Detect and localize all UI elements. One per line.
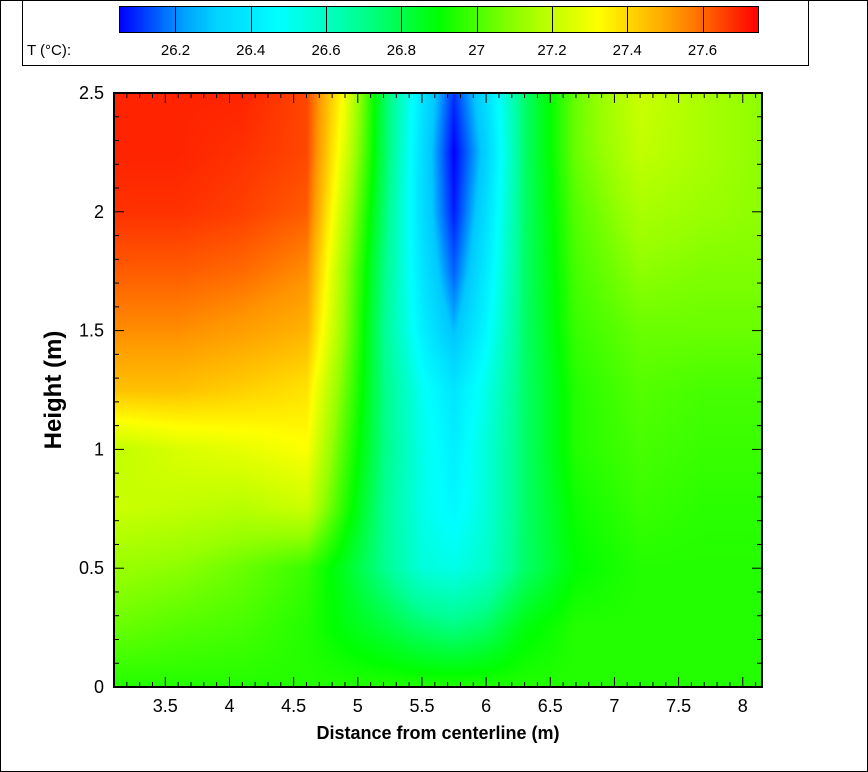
x-tick-label: 4 xyxy=(224,696,234,716)
colorbar-divider xyxy=(326,7,328,32)
plot-border xyxy=(113,92,763,688)
x-axis: 3.5 4 4.5 5 5.5 6 6.5 7 7.5 8 xyxy=(113,93,757,716)
y-tick-label: 0 xyxy=(94,677,104,697)
x-tick-label: 8 xyxy=(738,696,748,716)
colorbar-tick-label: 27.4 xyxy=(612,42,642,59)
colorbar-divider xyxy=(476,7,478,32)
colorbar-tick-label: 27.2 xyxy=(537,42,567,59)
colorbar-tick-label: 27 xyxy=(468,42,485,59)
x-tick-label: 4.5 xyxy=(281,696,306,716)
x-tick-label: 7.5 xyxy=(666,696,691,716)
colorbar-divider xyxy=(250,7,252,32)
x-tick-label: 5 xyxy=(353,696,363,716)
colorbar-tick-label: 26.4 xyxy=(236,42,266,59)
x-tick-label: 5.5 xyxy=(409,696,434,716)
y-axis-title: Height (m) xyxy=(40,331,67,450)
colorbar-tick-label: 27.6 xyxy=(687,42,718,59)
colorbar-tick-label: 26.8 xyxy=(386,42,416,59)
colorbar xyxy=(119,6,759,33)
x-tick-label: 6.5 xyxy=(538,696,563,716)
colorbar-tick-label: 26.2 xyxy=(160,42,191,59)
y-tick-label: 1.5 xyxy=(79,321,104,341)
colorbar-divider xyxy=(627,7,629,32)
colorbar-title: T (°C): xyxy=(27,42,72,59)
y-axis: 0 0.5 1 1.5 2 2.5 xyxy=(79,83,762,697)
colorbar-divider xyxy=(551,7,553,32)
y-tick-label: 0.5 xyxy=(79,558,104,578)
heatmap-field xyxy=(114,93,762,687)
x-tick-label: 7 xyxy=(609,696,619,716)
y-tick-label: 2.5 xyxy=(79,83,104,103)
x-axis-title: Distance from centerline (m) xyxy=(316,723,559,743)
colorbar-divider xyxy=(175,7,177,32)
x-tick-label: 6 xyxy=(481,696,491,716)
x-tick-label: 3.5 xyxy=(153,696,178,716)
colorbar-legend: T (°C): 26.2 26.4 26.6 26.8 27 27.2 27.4 27.6 xyxy=(22,0,809,66)
colorbar-divider xyxy=(401,7,403,32)
colorbar-tick-label: 26.6 xyxy=(311,42,341,59)
y-tick-label: 1 xyxy=(94,439,104,459)
y-tick-label: 2 xyxy=(94,202,104,222)
colorbar-divider xyxy=(702,7,704,32)
